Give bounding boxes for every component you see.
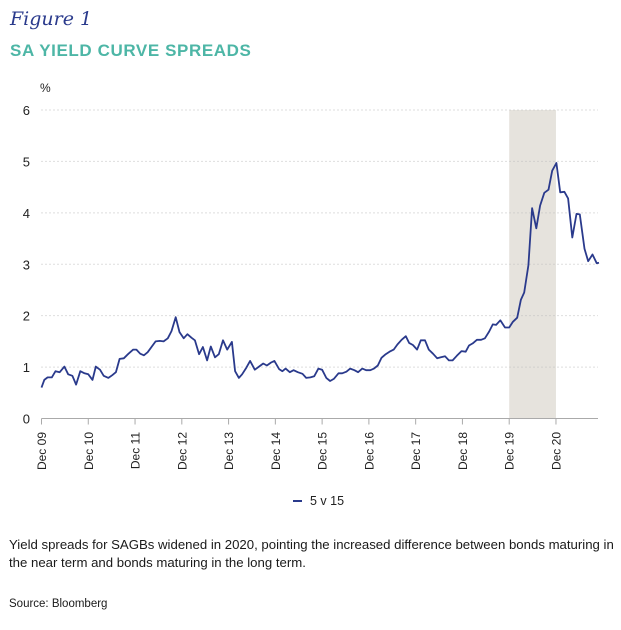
x-tick-label: Dec 10 <box>82 432 96 470</box>
shaded-region <box>509 110 556 419</box>
source-note: Source: Bloomberg <box>9 598 108 610</box>
y-tick-label: 1 <box>23 360 30 375</box>
legend: 5 v 15 <box>293 494 344 508</box>
x-tick-label: Dec 16 <box>362 432 376 470</box>
legend-label-5v15: 5 v 15 <box>310 494 345 508</box>
x-tick-label: Dec 18 <box>456 432 470 470</box>
figure-label: Figure 1 <box>10 8 93 30</box>
x-tick-label: Dec 09 <box>35 432 49 470</box>
series-layer <box>40 162 600 388</box>
x-axis <box>41 418 598 425</box>
x-tick-label: Dec 13 <box>222 432 236 470</box>
shaded-region-layer <box>509 110 556 419</box>
legend-swatch-5v15 <box>293 500 302 502</box>
x-tick-label: Dec 11 <box>129 432 143 469</box>
y-tick-label: 3 <box>23 257 30 272</box>
y-axis-labels: 0 1 2 3 4 5 6 <box>23 103 30 427</box>
x-axis-labels: Dec 09 Dec 10 Dec 11 Dec 12 Dec 13 Dec 14 Dec … <box>35 432 563 470</box>
y-tick-label: 2 <box>23 309 30 324</box>
y-axis-unit-label: % <box>40 81 51 95</box>
y-tick-label: 5 <box>23 154 30 169</box>
y-tick-label: 6 <box>23 103 30 118</box>
x-tick-label: Dec 15 <box>316 432 330 470</box>
chart-title: SA YIELD CURVE SPREADS <box>10 41 252 60</box>
y-tick-label: 4 <box>23 206 30 221</box>
x-tick-label: Dec 14 <box>269 432 283 470</box>
gridlines <box>41 109 598 368</box>
x-tick-label: Dec 17 <box>409 432 423 470</box>
y-tick-label: 0 <box>23 412 30 427</box>
chart-caption: Yield spreads for SAGBs widened in 2020,… <box>9 537 614 570</box>
x-tick-label: Dec 20 <box>549 432 563 470</box>
series-line-5-v-15 <box>40 162 600 388</box>
x-tick-label: Dec 12 <box>175 432 189 470</box>
x-tick-label: Dec 19 <box>503 432 517 470</box>
